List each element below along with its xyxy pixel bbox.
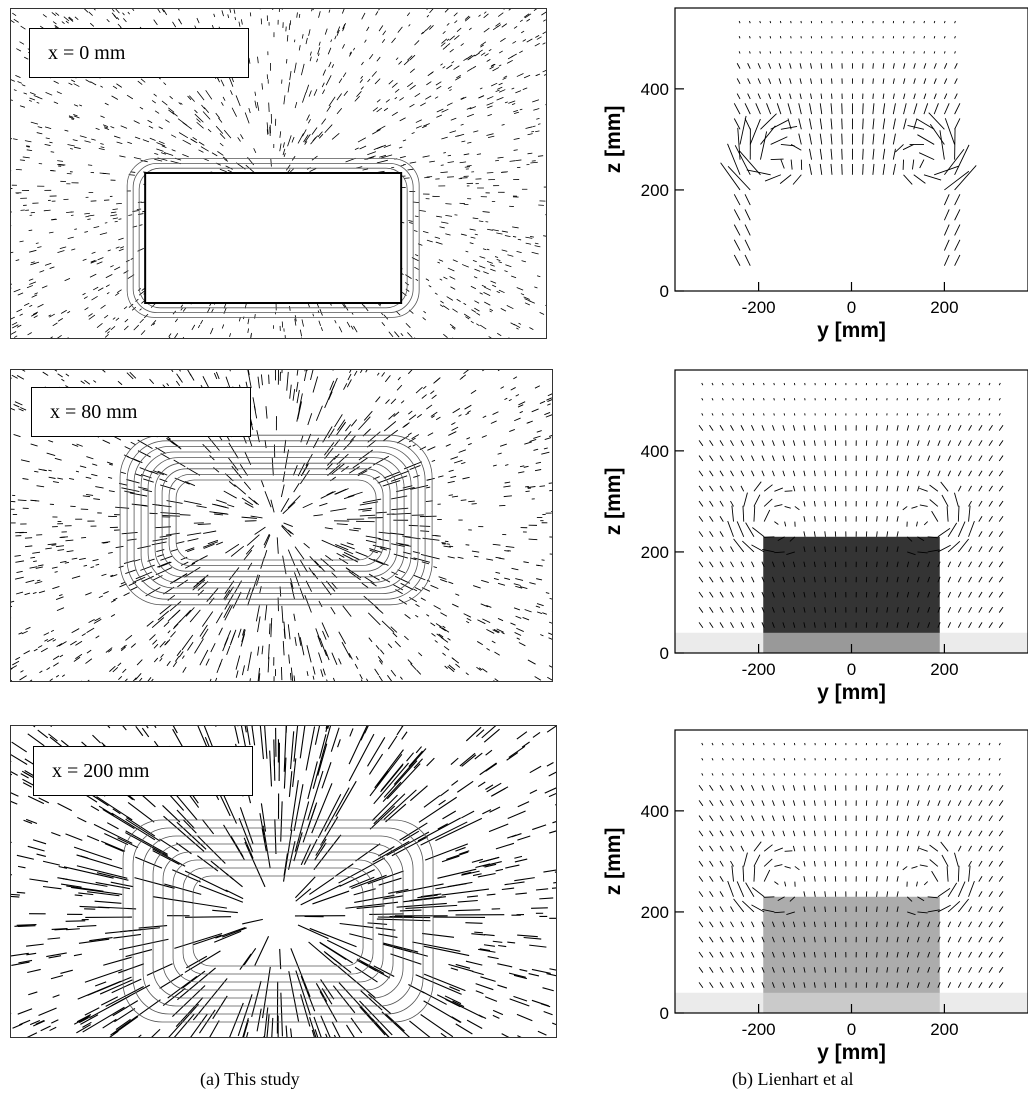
y-tick-label-2: 400 <box>641 802 669 821</box>
contour-lines <box>119 434 433 606</box>
y-tick-label-0: 0 <box>660 1004 669 1023</box>
y-tick-label-2: 400 <box>641 442 669 461</box>
y-tick-label-2: 400 <box>641 80 669 99</box>
y-tick-label-1: 200 <box>641 903 669 922</box>
y-tick-label-0: 0 <box>660 644 669 663</box>
left-field-0 <box>11 9 546 338</box>
vector-field <box>698 742 1004 988</box>
x-tick-label-2: 200 <box>930 660 958 679</box>
plot-frame <box>674 7 1028 292</box>
vector-field <box>698 382 1004 628</box>
scatter-vectors <box>11 370 552 681</box>
x-tick-label-2: 200 <box>930 1020 958 1039</box>
x-axis-title: y [mm] <box>817 319 886 342</box>
left-panel-2: x = 200 mm <box>10 725 557 1038</box>
caption-left: (a) This study <box>200 1069 300 1089</box>
y-tick-label-1: 200 <box>641 543 669 562</box>
y-axis-title: z [mm] <box>602 828 625 896</box>
section-label-1: x = 80 mm <box>31 387 251 437</box>
x-tick-label-0: -200 <box>742 660 776 679</box>
body-block <box>144 172 403 304</box>
right-panel-1: -200 0 200 0 200 400 y [mm] z [mm] <box>580 362 1028 707</box>
x-tick-label-1: 0 <box>847 298 856 317</box>
right-chart-1: -200 0 200 0 200 400 y [mm] z [mm] <box>602 369 1028 704</box>
left-field-1 <box>11 370 552 681</box>
section-label-0: x = 0 mm <box>29 28 249 78</box>
shaded-region <box>675 536 1028 653</box>
x-axis-title: y [mm] <box>817 681 886 704</box>
x-tick-label-1: 0 <box>847 660 856 679</box>
vector-field <box>720 20 977 266</box>
y-tick-label-0: 0 <box>660 282 669 301</box>
x-axis-title: y [mm] <box>817 1041 886 1064</box>
caption-right: (b) Lienhart et al <box>732 1069 854 1089</box>
x-tick-label-0: -200 <box>742 1020 776 1039</box>
section-label-2: x = 200 mm <box>33 746 253 796</box>
x-tick-label-0: -200 <box>742 298 776 317</box>
y-axis-title: z [mm] <box>602 468 625 536</box>
right-panel-2: -200 0 200 0 200 400 y [mm] z [mm] <box>580 722 1028 1067</box>
x-tick-label-1: 0 <box>847 1020 856 1039</box>
left-field-2 <box>11 726 556 1037</box>
y-tick-label-1: 200 <box>641 181 669 200</box>
right-chart-0: -200 0 200 0 200 400 y [mm] z [mm] <box>602 7 1028 342</box>
left-panel-0: x = 0 mm <box>10 8 547 339</box>
contour-lines <box>122 819 434 1023</box>
left-panel-1: x = 80 mm <box>10 369 553 682</box>
shaded-region <box>675 896 1028 1013</box>
y-axis-title: z [mm] <box>602 106 625 174</box>
right-chart-2: -200 0 200 0 200 400 y [mm] z [mm] <box>602 729 1028 1064</box>
x-tick-label-2: 200 <box>930 298 958 317</box>
right-panel-0: -200 0 200 0 200 400 y [mm] z [mm] <box>580 0 1028 345</box>
